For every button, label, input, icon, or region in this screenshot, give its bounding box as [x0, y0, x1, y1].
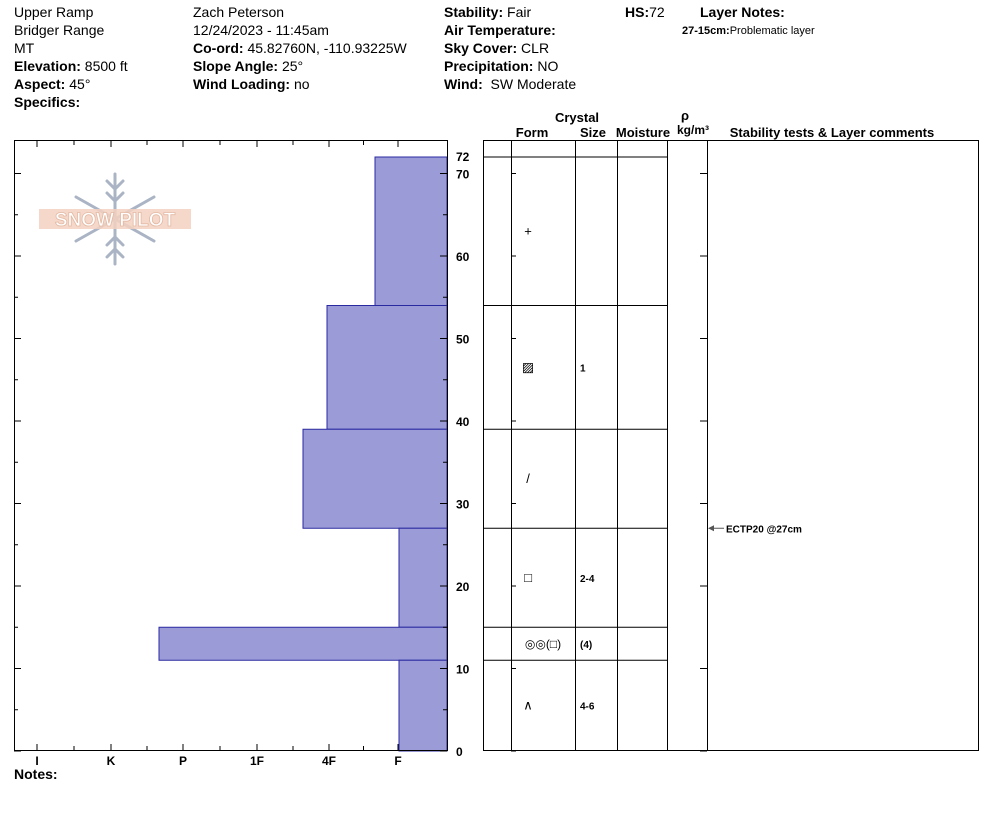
hardness-label: I [35, 754, 38, 768]
hardness-bar [158, 626, 448, 661]
grain-form-symbol: □ [524, 570, 532, 585]
depth-ticks: 0 10 20 30 40 50 60 70 72 [14, 150, 470, 759]
stability-header: Stability tests & Layer comments [730, 125, 934, 140]
hardness-plot: I K P 1F 4F F 0 10 20 30 40 50 60 70 72 [14, 140, 470, 768]
stability-tests: ECTP20 @27cm [708, 524, 802, 535]
grain-size: 1 [580, 363, 586, 374]
slope-angle: Slope Angle: 25° [193, 58, 304, 74]
location: Upper Ramp [14, 4, 94, 20]
hardness-label: F [394, 754, 401, 768]
hardness-bar [302, 428, 448, 529]
sky-cover: Sky Cover: CLR [444, 40, 550, 56]
header-col-2: Zach Peterson 12/24/2023 - 11:45am Co-or… [193, 3, 407, 93]
hardness-bar [398, 659, 448, 752]
crystal-header: Crystal [555, 110, 599, 125]
state: MT [14, 40, 35, 56]
grain-form-symbol: ▨ [522, 359, 534, 374]
logo-band [39, 209, 191, 229]
hardness-ticks: I K P 1F 4F F [35, 140, 402, 768]
grain-form-symbol: + [524, 223, 532, 238]
layer-rows: + ▨ 1 / □ 2-4 ◎◎(□) (4) ∧ 4-6 [483, 156, 667, 713]
snowpilot-logo: SNOW PILOT [39, 172, 191, 266]
range: Bridger Range [14, 22, 105, 38]
table-ticks [511, 173, 707, 752]
grain-size: 2-4 [580, 574, 595, 585]
stability-test-label: ECTP20 @27cm [726, 524, 802, 535]
form-header: Form [516, 125, 549, 140]
coordinates: Co-ord: 45.82760N, -110.93225W [193, 40, 407, 56]
density-header: kg/m³ [677, 123, 709, 137]
header-col-1: Upper Ramp Bridger Range MT Elevation: 8… [14, 3, 128, 111]
hardness-label: P [179, 754, 187, 768]
depth-tick-label: 72 [456, 150, 470, 164]
hardness-bar [374, 156, 448, 306]
depth-tick-label: 70 [456, 168, 470, 182]
elevation: Elevation: 8500 ft [14, 58, 128, 74]
depth-tick-label: 50 [456, 333, 470, 347]
grain-size: 4-6 [580, 702, 595, 713]
air-temperature: Air Temperature: [444, 22, 556, 38]
aspect: Aspect: 45° [14, 76, 91, 92]
depth-tick-label: 10 [456, 663, 470, 677]
grain-size: (4) [580, 640, 592, 651]
rho-header: ρ [681, 108, 689, 123]
depth-tick-label: 60 [456, 250, 470, 264]
hs: HS:72 [625, 4, 665, 20]
notes-label: Notes: [14, 766, 58, 782]
hardness-label: 4F [322, 754, 336, 768]
depth-tick-label: 40 [456, 415, 470, 429]
depth-tick-label: 30 [456, 498, 470, 512]
hardness-label: K [107, 754, 116, 768]
test-arrow-icon [708, 525, 714, 532]
stability: Stability: Fair [444, 4, 532, 20]
layer-notes-label: Layer Notes: [700, 4, 785, 20]
grain-form-symbol: ∧ [523, 698, 533, 713]
depth-tick-label: 20 [456, 580, 470, 594]
datetime: 12/24/2023 - 11:45am [193, 22, 329, 38]
moisture-header: Moisture [616, 125, 670, 140]
hardness-label: 1F [250, 754, 264, 768]
table-frame [483, 140, 979, 751]
grain-form-symbol: ◎◎(□) [525, 637, 561, 651]
wind: Wind: SW Moderate [444, 76, 577, 92]
header-col-3: Stability: Fair Air Temperature: Sky Cov… [444, 3, 576, 93]
specifics: Specifics: [14, 94, 81, 110]
hardness-bar [398, 527, 448, 628]
precipitation: Precipitation: NO [444, 58, 559, 74]
observer: Zach Peterson [193, 4, 285, 20]
depth-tick-label: 0 [456, 745, 463, 759]
layer-table: Crystal Form Size Moisture ρ kg/m³ Stabi… [483, 108, 979, 752]
hardness-frame [14, 140, 448, 751]
grain-form-symbol: / [526, 471, 530, 486]
layer-note: 27-15cm:Problematic layer [682, 25, 815, 37]
hardness-bars [158, 156, 448, 752]
logo-text: SNOW PILOT [55, 210, 176, 231]
wind-loading: Wind Loading: no [193, 76, 310, 92]
size-header: Size [580, 125, 606, 140]
hardness-bar [326, 305, 448, 430]
